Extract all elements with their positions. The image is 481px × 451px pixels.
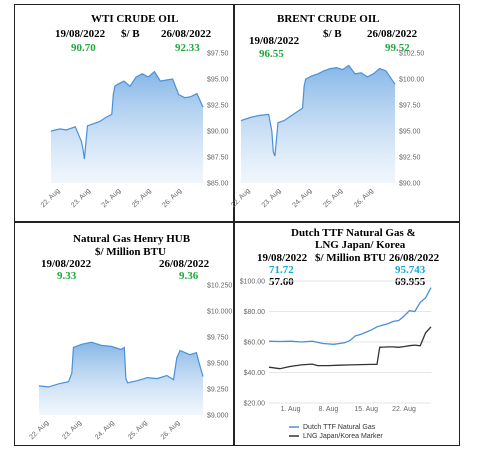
panel-ttf-lng: Dutch TTF Natural Gas & LNG Japan/ Korea… [234, 222, 460, 446]
wti-chart: $85.00 $87.50 $90.00 $92.50 $95.00 $97.50 22. … [40, 51, 229, 210]
y-tick-label: $90.00 [399, 181, 421, 188]
brent-date-end: 26/08/2022 [367, 28, 418, 40]
x-tick-label: 26. Aug [353, 187, 375, 209]
y-tick-label: $10.000 [207, 309, 232, 316]
wti-price-start: 90.70 [71, 42, 96, 54]
y-tick-label: $10.250 [207, 283, 232, 290]
series-line [240, 64, 396, 157]
lng-price-start: 57.60 [269, 276, 294, 288]
x-tick-label: 25. Aug [322, 187, 344, 209]
x-tick-label: 25. Aug [127, 419, 149, 441]
lng-price-end: 69.955 [395, 276, 426, 288]
ttf-subtitle: LNG Japan/ Korea [315, 239, 406, 251]
x-tick-label: 23. Aug [61, 419, 83, 441]
panel-brent: BRENT CRUDE OIL 19/08/2022 $/ B 26/08/20… [230, 4, 460, 222]
ng-price-start: 9.33 [57, 270, 77, 282]
x-tick-label: 22. Aug [29, 419, 51, 441]
ttf-date-end: 26/08/2022 [389, 252, 440, 264]
x-tick-label: 22. Aug [40, 187, 62, 209]
y-tick-label: $9.750 [207, 335, 229, 342]
wti-date-end: 26/08/2022 [161, 28, 212, 40]
ng-date-end: 26/08/2022 [159, 258, 210, 270]
y-tick-label: $9.000 [207, 413, 229, 420]
y-tick-label: $87.50 [207, 155, 229, 162]
y-tick-label: $9.250 [207, 387, 229, 394]
series-line-ttf [268, 287, 432, 345]
y-tick-label: $92.50 [399, 155, 421, 162]
brent-date-start: 19/08/2022 [249, 35, 300, 47]
y-tick-label: $20.00 [244, 401, 266, 408]
wti-price-end: 92.33 [175, 42, 200, 54]
x-tick-label: 23. Aug [261, 187, 283, 209]
ng-date-start: 19/08/2022 [41, 258, 92, 270]
x-tick-label: 25. Aug [131, 187, 153, 209]
series-line [38, 341, 204, 388]
y-tick-label: $90.00 [207, 129, 229, 136]
y-tick-label: $97.50 [207, 51, 229, 58]
ng-unit: $/ Million BTU [95, 246, 166, 258]
y-tick-label: $100.00 [399, 77, 424, 84]
ttf-price-start: 71.72 [269, 264, 294, 276]
series-line-lng [268, 326, 432, 370]
x-tick-label: 24. Aug [101, 187, 123, 209]
y-tick-label: $95.00 [207, 77, 229, 84]
x-tick-label: 1. Aug [281, 406, 301, 413]
y-tick-label: $60.00 [244, 340, 266, 347]
y-tick-label: $9.500 [207, 361, 229, 368]
legend-label: LNG Japan/Korea Marker [303, 433, 383, 440]
panel-wti: WTI CRUDE OIL 19/08/2022 $/ B 26/08/2022… [14, 4, 234, 222]
ng-price-end: 9.36 [179, 270, 199, 282]
brent-chart: $90.00 $92.50 $95.00 $97.50 $100.00 $102.50 22… [230, 51, 424, 210]
area-fill [241, 65, 395, 183]
wti-unit: $/ B [121, 28, 140, 40]
y-tick-label: $100.00 [240, 279, 265, 286]
y-tick-label: $80.00 [244, 309, 266, 316]
y-tick-label: $97.50 [399, 103, 421, 110]
x-tick-label: 22. Aug [230, 187, 252, 209]
ttf-lng-chart: $20.00 $40.00 $60.00 $80.00 $100.00 1. Aug 8. … [240, 279, 432, 440]
ttf-price-end: 95.743 [395, 264, 426, 276]
x-tick-label: 26. Aug [161, 187, 183, 209]
ttf-unit: $/ Million BTU [315, 252, 386, 264]
x-tick-label: 22. Aug [392, 406, 416, 413]
ng-title: Natural Gas Henry HUB [73, 233, 191, 245]
x-tick-label: 24. Aug [94, 419, 116, 441]
x-tick-label: 26. Aug [160, 419, 182, 441]
brent-price-start: 96.55 [259, 48, 284, 60]
series-line [50, 70, 204, 160]
area-fill [39, 342, 203, 415]
panel-natural-gas: Natural Gas Henry HUB $/ Million BTU 19/… [14, 222, 234, 446]
wti-date-start: 19/08/2022 [55, 28, 106, 40]
y-tick-label: $102.50 [399, 51, 424, 58]
ng-chart: $9.000 $9.250 $9.500 $9.750 $10.000 $10.250 22… [29, 283, 233, 442]
x-tick-label: 8. Aug [318, 406, 338, 413]
y-tick-label: $85.00 [207, 181, 229, 188]
x-tick-label: 15. Aug [354, 406, 378, 413]
area-fill [51, 71, 203, 183]
ttf-date-start: 19/08/2022 [257, 252, 308, 264]
y-tick-label: $95.00 [399, 129, 421, 136]
legend-label: Dutch TTF Natural Gas [303, 424, 376, 431]
brent-unit: $/ B [323, 28, 342, 40]
brent-title: BRENT CRUDE OIL [277, 13, 380, 25]
y-tick-label: $92.50 [207, 103, 229, 110]
brent-price-end: 99.52 [385, 42, 410, 54]
y-tick-label: $40.00 [244, 370, 266, 377]
x-tick-label: 24. Aug [292, 187, 314, 209]
ttf-title: Dutch TTF Natural Gas & [291, 227, 416, 239]
wti-title: WTI CRUDE OIL [91, 13, 179, 25]
x-tick-label: 23. Aug [70, 187, 92, 209]
